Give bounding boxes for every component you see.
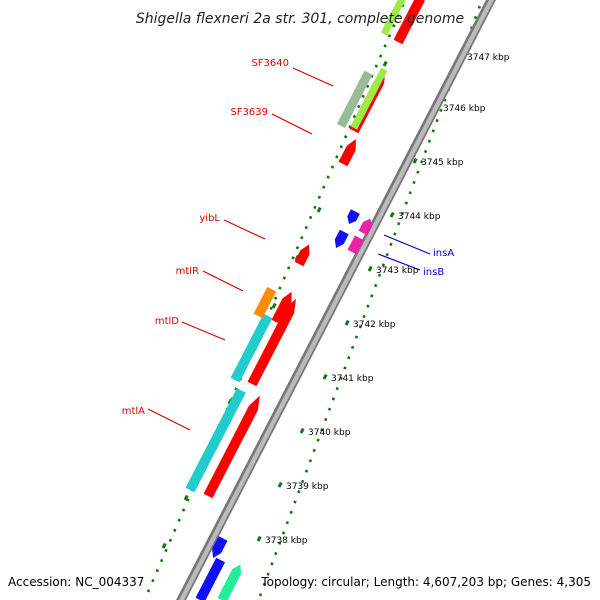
tick-label-2: 3740 kbp <box>308 428 351 438</box>
tick-label-6: 3744 kbp <box>398 212 441 222</box>
gene-label-mtlD: mtlD <box>155 316 179 327</box>
tick-labels: 3738 kbp 3739 kbp 3740 kbp 3741 kbp 3742 kbp… <box>265 53 510 546</box>
gene-feature <box>253 287 277 319</box>
tick-label-9: 3747 kbp <box>467 53 510 63</box>
tick-label-5: 3743 kbp <box>376 266 419 276</box>
gene-feature <box>203 395 260 499</box>
leader-line <box>377 253 421 271</box>
tick-label-7: 3745 kbp <box>421 158 464 168</box>
gene-feature <box>230 313 273 383</box>
track-dots <box>146 3 481 597</box>
leader-line <box>271 113 313 135</box>
leader-line <box>147 408 191 431</box>
tick-label-3: 3741 kbp <box>331 374 374 384</box>
map-title: Shigella flexneri 2a str. 301, complete … <box>136 11 464 27</box>
gene-feature <box>217 564 242 600</box>
gene-feature <box>271 291 292 325</box>
gene-feature <box>195 557 226 600</box>
gene-label-mtlR: mtlR <box>176 266 199 277</box>
leader-line <box>202 270 244 292</box>
gene-label-SF3639: SF3639 <box>230 107 268 118</box>
tick-label-0: 3738 kbp <box>265 536 308 546</box>
gene-features <box>185 0 425 600</box>
gene-feature <box>393 0 425 45</box>
genome-summary: Topology: circular; Length: 4,607,203 bp… <box>260 575 591 589</box>
gene-feature <box>347 235 364 255</box>
tick-label-4: 3742 kbp <box>353 320 396 330</box>
leader-line <box>292 67 334 87</box>
leader-line <box>223 219 266 240</box>
tick-label-1: 3739 kbp <box>286 482 329 492</box>
gene-label-yibL: yibL <box>199 213 220 224</box>
gene-feature <box>338 139 356 167</box>
gene-feature <box>337 70 373 129</box>
gene-label-mtlA: mtlA <box>122 406 145 417</box>
gene-feature <box>380 0 406 36</box>
gene-feature <box>294 244 310 267</box>
gene-feature <box>350 67 388 130</box>
gene-feature <box>358 218 373 236</box>
gene-label-SF3640: SF3640 <box>251 58 289 69</box>
accession-label: Accession: NC_004337 <box>8 575 144 589</box>
gene-feature <box>185 388 246 493</box>
gene-feature <box>212 536 228 558</box>
gene-feature <box>247 298 297 387</box>
leader-line <box>181 321 226 341</box>
gene-label-insA: insA <box>433 248 454 259</box>
gene-feature <box>347 209 360 224</box>
tick-label-8: 3746 kbp <box>443 104 486 114</box>
leader-line <box>383 234 431 255</box>
genome-backbone <box>176 0 496 600</box>
gene-feature <box>334 229 349 248</box>
gene-label-insB: insB <box>423 267 444 278</box>
gene-label-leaders: SF3640 SF3639 yibL mtlR mtlD mtlA insA insB <box>122 58 454 431</box>
